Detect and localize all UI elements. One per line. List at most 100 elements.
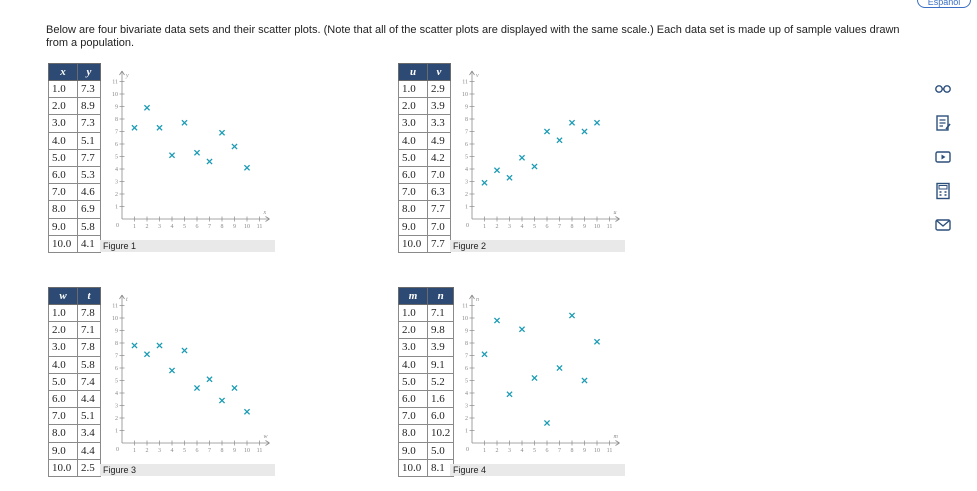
table-cell: 9.0 xyxy=(398,217,428,236)
y-tick-label: 9 xyxy=(115,105,118,111)
table-header-n: n xyxy=(426,287,455,305)
x-tick-label: 8 xyxy=(571,448,574,454)
y-tick-label: 4 xyxy=(115,167,118,173)
x-tick-label: 5 xyxy=(183,448,186,454)
y-tick-label: 5 xyxy=(115,379,118,385)
y-axis-label: v xyxy=(476,73,479,79)
data-point xyxy=(518,154,526,161)
table-cell: 1.0 xyxy=(48,79,78,99)
origin-label: 0 xyxy=(466,223,469,229)
tool-sidebar xyxy=(934,80,952,250)
y-tick-label: 4 xyxy=(115,391,118,397)
table-row: 7.0 4.6 xyxy=(48,183,101,202)
data-point xyxy=(206,376,213,383)
x-tick-label: 2 xyxy=(496,224,499,230)
x-tick-label: 4 xyxy=(171,448,174,454)
x-tick-label: 1 xyxy=(133,224,136,230)
table-cell: 5.2 xyxy=(426,372,455,391)
table-row: 3.0 7.3 xyxy=(48,114,101,133)
y-tick-label: 1 xyxy=(465,429,468,435)
table-row: 5.0 7.7 xyxy=(48,148,101,167)
x-axis-label: u xyxy=(614,210,617,216)
table-row: 2.0 3.9 xyxy=(398,97,451,116)
data-point xyxy=(131,124,138,131)
data-point xyxy=(218,129,226,136)
x-tick-label: 2 xyxy=(496,448,499,454)
y-tick-label: 8 xyxy=(115,117,118,123)
table-row: 1.0 7.1 xyxy=(398,303,455,323)
y-tick-label: 6 xyxy=(115,142,118,148)
data-point xyxy=(181,119,188,126)
table-row: 3.0 3.3 xyxy=(398,114,451,133)
y-tick-label: 5 xyxy=(465,155,468,161)
x-tick-label: 7 xyxy=(558,448,561,454)
x-tick-label: 5 xyxy=(183,224,186,230)
y-tick-label: 10 xyxy=(112,316,118,322)
table-cell: 1.0 xyxy=(398,303,428,323)
x-tick-label: 6 xyxy=(546,224,549,230)
table-row: 3.0 7.8 xyxy=(48,338,101,357)
x-tick-label: 10 xyxy=(244,448,250,454)
data-point xyxy=(493,167,501,174)
table-cell: 6.0 xyxy=(398,389,428,409)
y-tick-label: 7 xyxy=(465,354,468,360)
table-cell: 6.9 xyxy=(77,200,101,219)
x-tick-label: 11 xyxy=(257,224,263,230)
y-axis-label: y xyxy=(125,73,129,79)
y-tick-label: 9 xyxy=(115,329,118,335)
x-tick-label: 9 xyxy=(583,448,586,454)
data-point xyxy=(518,326,526,333)
x-tick-label: 9 xyxy=(233,224,236,230)
data-point xyxy=(168,367,176,374)
data-point xyxy=(481,351,488,358)
data-point xyxy=(143,104,151,111)
table-cell: 9.0 xyxy=(398,441,428,460)
data-point xyxy=(181,347,188,354)
figure-caption: Figure 3 xyxy=(100,464,275,476)
table-cell: 4.0 xyxy=(48,355,78,374)
x-tick-label: 1 xyxy=(133,448,136,454)
x-tick-label: 7 xyxy=(208,224,211,230)
y-tick-label: 3 xyxy=(115,180,118,186)
data-point xyxy=(168,152,176,159)
table-cell: 10.0 xyxy=(398,458,428,477)
table-row: 10.0 4.1 xyxy=(48,234,101,253)
y-tick-label: 1 xyxy=(115,205,118,211)
mail-icon[interactable] xyxy=(934,216,952,234)
table-row: 8.0 7.7 xyxy=(398,200,451,219)
video-icon[interactable] xyxy=(934,148,952,166)
table-header-m: m xyxy=(398,287,428,305)
table-cell: 6.0 xyxy=(426,407,455,426)
x-tick-label: 8 xyxy=(221,448,224,454)
data-point xyxy=(581,128,588,135)
table-cell: 8.0 xyxy=(48,200,78,219)
table-cell: 7.0 xyxy=(427,217,451,236)
language-toggle-button[interactable]: Español xyxy=(917,0,971,8)
data-point xyxy=(243,408,251,415)
origin-label: 0 xyxy=(116,223,119,229)
table-cell: 2.0 xyxy=(48,321,78,340)
x-tick-label: 3 xyxy=(508,224,511,230)
table-row: 1.0 2.9 xyxy=(398,79,451,99)
table-cell: 5.0 xyxy=(48,372,78,391)
x-tick-label: 11 xyxy=(607,224,613,230)
table-cell: 7.3 xyxy=(77,114,101,133)
y-tick-label: 6 xyxy=(465,142,468,148)
notes-icon[interactable] xyxy=(934,114,952,132)
figure-caption: Figure 1 xyxy=(100,240,275,252)
x-axis-arrow xyxy=(615,440,620,446)
table-cell: 3.4 xyxy=(77,424,101,443)
calculator-icon[interactable] xyxy=(934,182,952,200)
data-point xyxy=(231,384,238,392)
glasses-icon[interactable] xyxy=(934,80,952,98)
x-tick-label: 3 xyxy=(158,224,161,230)
table-cell: 8.0 xyxy=(398,200,428,219)
data-point xyxy=(493,317,501,324)
table-cell: 3.9 xyxy=(426,338,455,357)
table-row: 4.0 5.1 xyxy=(48,131,101,150)
table-cell: 2.0 xyxy=(398,321,428,340)
data-point xyxy=(506,174,513,181)
y-tick-label: 11 xyxy=(112,304,118,310)
table-cell: 8.0 xyxy=(398,424,428,443)
data-point xyxy=(506,391,513,398)
